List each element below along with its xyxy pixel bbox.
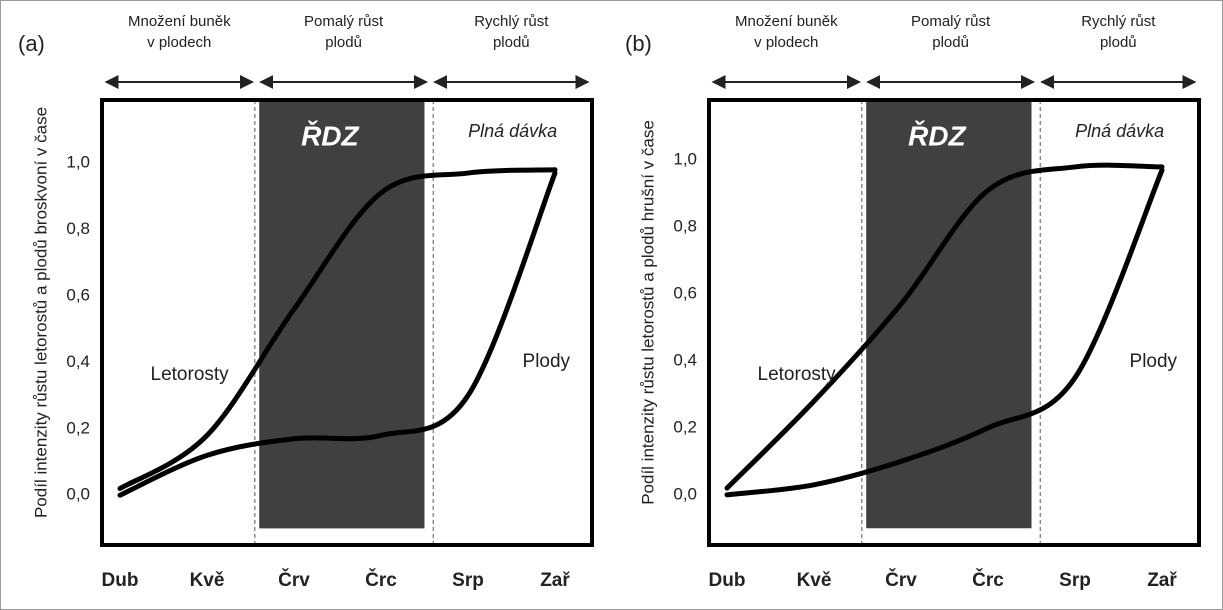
y-tick-label: 0,0: [673, 484, 697, 503]
x-tick-label: Kvě: [797, 570, 832, 591]
panel: (b) Podíl intenzity růstu letorostů a plo…: [625, 13, 1201, 591]
series-label: Plody: [1130, 351, 1178, 372]
panel-label: (a): [18, 31, 45, 56]
phase-label: Rychlý růst: [1081, 13, 1156, 30]
annotation: Plná dávka: [1075, 121, 1164, 141]
y-tick-label: 0,8: [66, 219, 90, 238]
y-tick-label: 0,0: [66, 485, 90, 504]
y-tick-label: 0,2: [66, 418, 90, 437]
x-tick-label: Črc: [365, 569, 397, 591]
phase-label: plodů: [1100, 34, 1137, 51]
phase-label: plodů: [325, 34, 362, 51]
y-tick-label: 0,4: [66, 352, 90, 371]
annotation: Plná dávka: [468, 121, 557, 141]
phase-label: v plodech: [147, 34, 211, 51]
series-line: [117, 170, 558, 498]
y-tick-label: 1,0: [673, 150, 697, 169]
phase-label: plodů: [932, 34, 969, 51]
phase-label: Množení buněk: [128, 13, 231, 30]
x-tick-label: Zař: [540, 570, 570, 591]
period-band: [259, 100, 425, 529]
series-label: Letorosty: [151, 364, 230, 385]
y-tick-label: 1,0: [66, 153, 90, 172]
x-tick-label: Srp: [452, 570, 484, 591]
phase-label: Množení buněk: [735, 13, 838, 30]
plot-frame: [707, 98, 1201, 547]
x-tick-label: Črc: [972, 569, 1004, 591]
series-line: [117, 167, 558, 492]
y-tick-label: 0,8: [673, 217, 697, 236]
panel-label: (b): [625, 31, 652, 56]
y-axis-label: Podíl intenzity růstu letorostů a plodů …: [638, 120, 657, 505]
y-tick-label: 0,2: [673, 417, 697, 436]
x-tick-label: Dub: [102, 570, 139, 591]
x-tick-label: Dub: [709, 570, 746, 591]
series-line: [724, 162, 1165, 491]
x-tick-label: Kvě: [190, 570, 225, 591]
series-label: Letorosty: [758, 364, 837, 385]
y-tick-label: 0,6: [673, 284, 697, 303]
x-tick-label: Črv: [885, 569, 917, 591]
band-label: ŘDZ: [301, 120, 359, 151]
phase-label: plodů: [493, 34, 530, 51]
x-tick-label: Zař: [1147, 570, 1177, 591]
series-label: Plody: [523, 351, 571, 372]
y-tick-label: 0,4: [673, 350, 697, 369]
x-tick-label: Srp: [1059, 570, 1091, 591]
y-tick-label: 0,6: [66, 285, 90, 304]
panel: (a) Podíl intenzity růstu letorostů a plo…: [18, 13, 594, 591]
plot-frame: [100, 98, 594, 547]
phase-label: v plodech: [754, 34, 818, 51]
y-axis-label: Podíl intenzity růstu letorostů a plodů …: [31, 107, 50, 518]
phase-label: Pomalý růst: [304, 13, 384, 30]
series-line: [724, 167, 1165, 498]
x-tick-label: Črv: [278, 569, 310, 591]
band-label: ŘDZ: [908, 120, 966, 151]
phase-label: Rychlý růst: [474, 13, 549, 30]
phase-label: Pomalý růst: [911, 13, 991, 30]
